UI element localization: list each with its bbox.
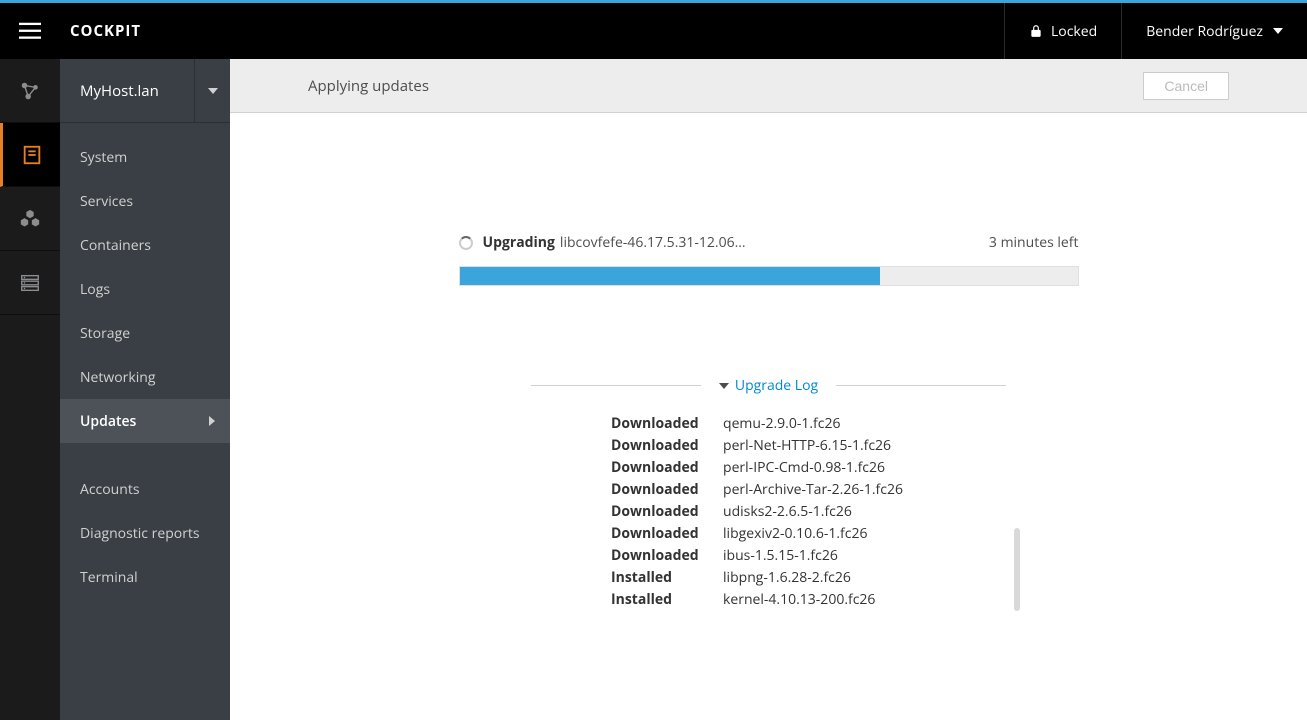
chevron-down-icon: [208, 86, 218, 96]
sidebar-item-storage[interactable]: Storage: [60, 311, 230, 355]
main-content: Applying updates Cancel Upgrading libcov…: [230, 59, 1307, 720]
network-icon: [19, 80, 41, 102]
nav-group-2: Accounts Diagnostic reports Terminal: [60, 467, 230, 599]
log-row: Downloadedqemu-2.9.0-1.fc26: [611, 413, 1006, 435]
sidebar-item-label: Storage: [80, 324, 130, 343]
log-row: Downloadedperl-Archive-Tar-2.26-1.fc26: [611, 479, 1006, 501]
sidebar-item-accounts[interactable]: Accounts: [60, 467, 230, 511]
log-row: Installedlibpng-1.6.28-2.fc26: [611, 567, 1006, 589]
spinner-icon: [459, 236, 473, 250]
cancel-button[interactable]: Cancel: [1143, 72, 1229, 100]
icon-rail: [0, 59, 60, 720]
log-package: kernel-4.10.13-200.fc26: [723, 589, 875, 611]
server-rack-icon: [19, 272, 41, 294]
nav-group-1: System Services Containers Logs Storage Netwo…: [60, 123, 230, 443]
host-chevron-button[interactable]: [194, 59, 230, 123]
log-row: Downloadedudisks2-2.6.5-1.fc26: [611, 501, 1006, 523]
log-package: libgexiv2-0.10.6-1.fc26: [723, 523, 867, 545]
sidebar-item-label: Logs: [80, 280, 110, 299]
server-panel-icon: [21, 144, 43, 166]
log-status: Downloaded: [611, 545, 723, 567]
rail-item-containers[interactable]: [0, 187, 60, 251]
progress-action-label: Upgrading: [483, 233, 555, 252]
hamburger-icon: [19, 22, 41, 40]
sidebar: MyHost.lan SystemServicesContainersLogsS…: [60, 59, 230, 720]
log-package: perl-Net-HTTP-6.15-1.fc26: [723, 435, 891, 457]
sidebar-item-logs[interactable]: Logs: [60, 267, 230, 311]
upgrade-log-section: Upgrade Log Downloadedqemu-2.9.0-1.fc26D…: [531, 376, 1006, 611]
log-package: libpng-1.6.28-2.fc26: [723, 567, 851, 589]
log-status: Downloaded: [611, 501, 723, 523]
progress-bar: [459, 266, 1079, 286]
chevron-right-icon: [208, 412, 216, 431]
host-name-label: MyHost.lan: [80, 81, 159, 101]
sidebar-item-networking[interactable]: Networking: [60, 355, 230, 399]
host-selector[interactable]: MyHost.lan: [60, 59, 230, 123]
chevron-down-icon: [1273, 26, 1283, 36]
log-status: Installed: [611, 567, 723, 589]
progress-fill: [460, 267, 880, 285]
log-row: Downloadedperl-IPC-Cmd-0.98-1.fc26: [611, 457, 1006, 479]
sidebar-item-containers[interactable]: Containers: [60, 223, 230, 267]
sidebar-item-diagnostic-reports[interactable]: Diagnostic reports: [60, 511, 230, 555]
log-status: Downloaded: [611, 523, 723, 545]
log-package: udisks2-2.6.5-1.fc26: [723, 501, 852, 523]
sidebar-item-label: Networking: [80, 368, 155, 387]
log-status: Installed: [611, 589, 723, 611]
rail-item-dashboard[interactable]: [0, 59, 60, 123]
sidebar-item-terminal[interactable]: Terminal: [60, 555, 230, 599]
privilege-lock-button[interactable]: Locked: [1004, 3, 1121, 59]
page-title: Applying updates: [308, 76, 429, 96]
sidebar-item-label: Updates: [80, 412, 136, 431]
header: COCKPIT Locked Bender Rodríguez: [0, 3, 1307, 59]
rail-item-system[interactable]: [0, 123, 60, 187]
log-row: Downloadedlibgexiv2-0.10.6-1.fc26: [611, 523, 1006, 545]
user-name-label: Bender Rodríguez: [1146, 22, 1263, 41]
sidebar-item-label: Terminal: [80, 568, 138, 587]
log-package: ibus-1.5.15-1.fc26: [723, 545, 838, 567]
sidebar-item-label: Containers: [80, 236, 151, 255]
progress-time-left: 3 minutes left: [989, 233, 1079, 252]
sidebar-item-services[interactable]: Services: [60, 179, 230, 223]
log-status: Downloaded: [611, 435, 723, 457]
progress-package-label: libcovfefe-46.17.5.31-12.06...: [560, 233, 746, 252]
log-package: qemu-2.9.0-1.fc26: [723, 413, 840, 435]
cubes-icon: [19, 208, 41, 230]
log-status: Downloaded: [611, 457, 723, 479]
locked-label: Locked: [1051, 22, 1097, 41]
scrollbar-thumb[interactable]: [1014, 528, 1020, 611]
sidebar-item-label: Services: [80, 192, 133, 211]
page-header: Applying updates Cancel: [230, 59, 1307, 113]
user-menu-button[interactable]: Bender Rodríguez: [1121, 3, 1307, 59]
brand-label: COCKPIT: [60, 21, 141, 41]
log-row: Installedkernel-4.10.13-200.fc26: [611, 589, 1006, 611]
upgrade-log-body: Downloadedqemu-2.9.0-1.fc26Downloadedper…: [531, 413, 1006, 611]
sidebar-item-system[interactable]: System: [60, 135, 230, 179]
log-status: Downloaded: [611, 413, 723, 435]
log-row: Downloadedperl-Net-HTTP-6.15-1.fc26: [611, 435, 1006, 457]
log-row: Downloadedibus-1.5.15-1.fc26: [611, 545, 1006, 567]
sidebar-item-label: Diagnostic reports: [80, 524, 200, 543]
menu-toggle-button[interactable]: [0, 3, 60, 59]
sidebar-item-label: System: [80, 148, 127, 167]
rail-item-storage[interactable]: [0, 251, 60, 315]
progress-block: Upgrading libcovfefe-46.17.5.31-12.06...…: [459, 233, 1079, 286]
upgrade-log-toggle[interactable]: Upgrade Log: [709, 376, 828, 395]
chevron-down-icon: [719, 381, 729, 391]
log-package: perl-IPC-Cmd-0.98-1.fc26: [723, 457, 885, 479]
log-status: Downloaded: [611, 479, 723, 501]
lock-icon: [1029, 24, 1043, 38]
upgrade-log-title: Upgrade Log: [735, 376, 818, 395]
sidebar-item-label: Accounts: [80, 480, 140, 499]
sidebar-item-updates[interactable]: Updates: [60, 399, 230, 443]
log-package: perl-Archive-Tar-2.26-1.fc26: [723, 479, 903, 501]
